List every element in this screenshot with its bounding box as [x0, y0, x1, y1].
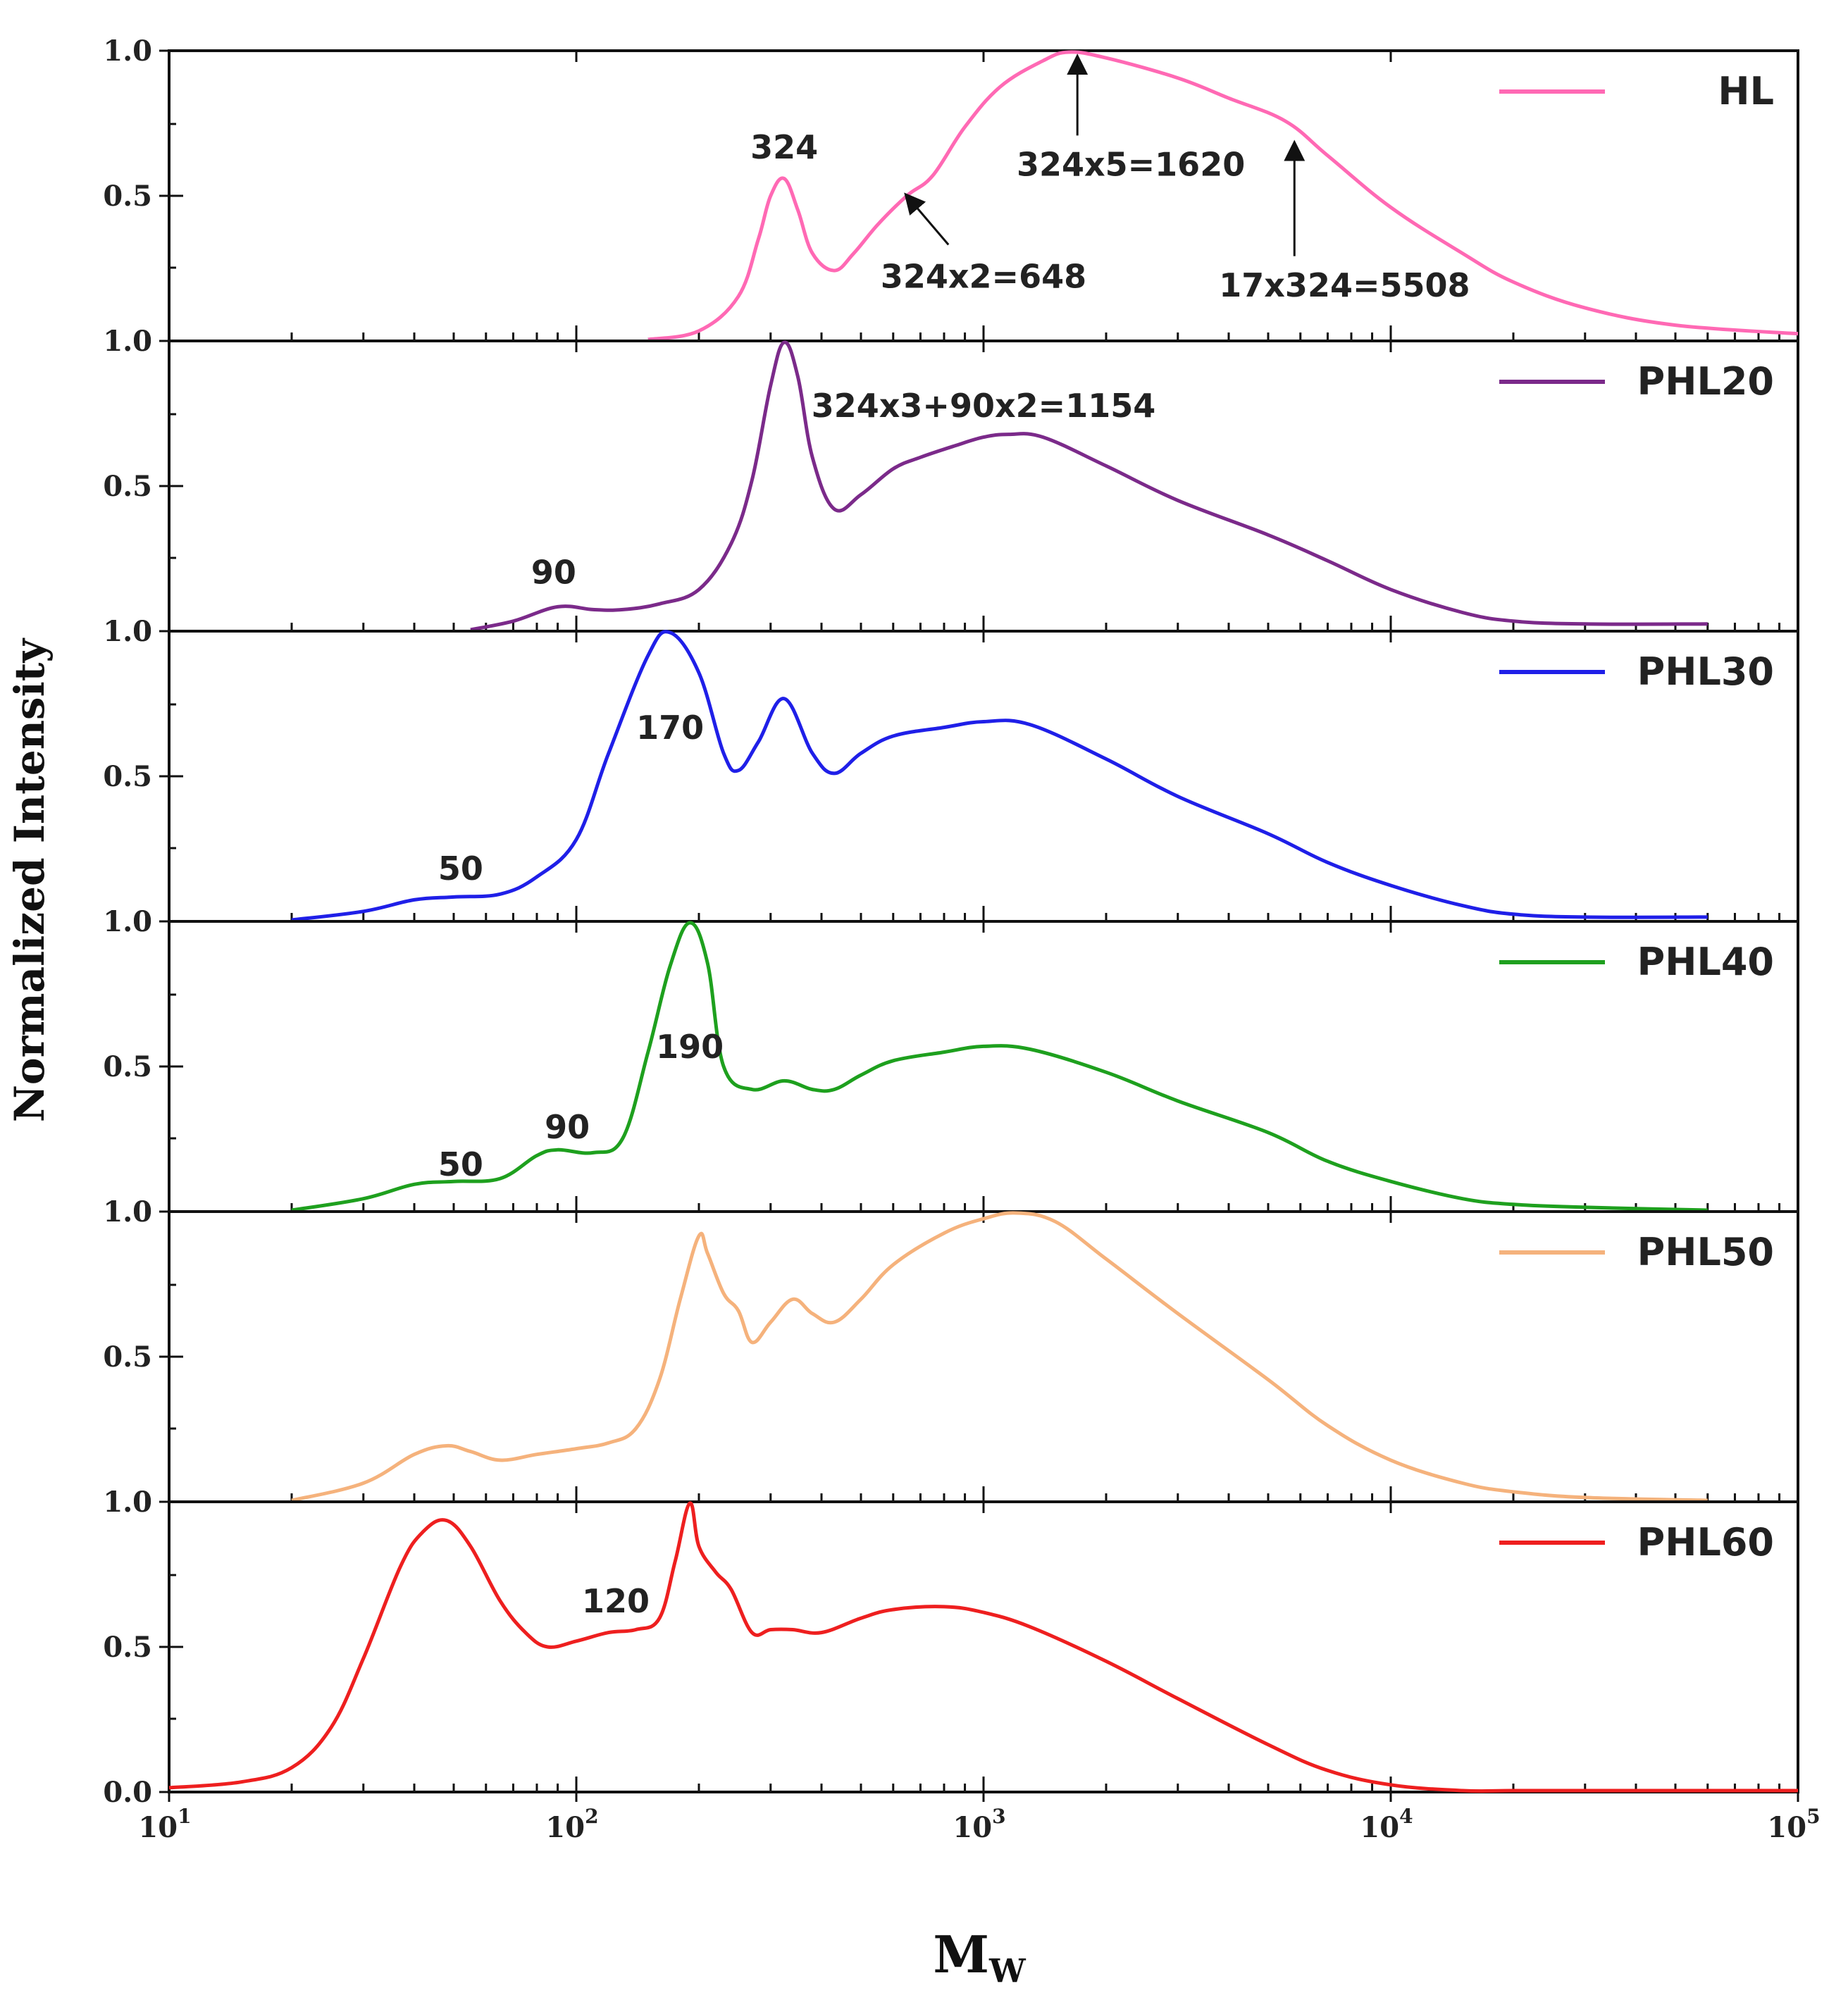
- panel-frame: [168, 1210, 1799, 1503]
- panel-phl60: 1.0 0.5 0.0 PHL60 120: [103, 1486, 1799, 1809]
- annotation-label: 17x324=5508: [1219, 266, 1470, 304]
- series-line-phl60: [168, 1501, 1798, 1793]
- annotation-label: 50: [438, 850, 483, 888]
- annotation-label: 170: [636, 709, 704, 747]
- legend-label-hl: HL: [1718, 69, 1774, 113]
- y-tick-label: 0.0: [103, 1776, 152, 1809]
- y-tick-label: 1.0: [103, 35, 152, 68]
- panel-stack: 1.0 0.5 1.0 HL 324 324x2=648 324x5=1620 17x324=…: [103, 35, 1799, 1809]
- y-tick-label: 1.0: [103, 325, 152, 358]
- y-tick-label: 1.0: [103, 1486, 152, 1519]
- annotation-label: 50: [438, 1145, 483, 1183]
- x-axis-title: MW: [933, 1924, 1027, 1990]
- series-line-phl40: [291, 921, 1708, 1212]
- annotation-arrow: [904, 192, 950, 246]
- series-line-phl30: [291, 630, 1708, 922]
- y-tick-label: 0.5: [103, 760, 152, 793]
- annotation-label: 90: [531, 554, 576, 592]
- y-tick-label: 0.5: [103, 180, 152, 213]
- x-tick-label: 105: [1767, 1805, 1820, 1844]
- y-tick-label: 1.0: [103, 615, 152, 648]
- panel-frame: [168, 340, 1799, 633]
- annotation-label: 324x3+90x2=1154: [812, 387, 1156, 425]
- y-axis-title: Normalized Intensity: [6, 637, 54, 1123]
- annotation-label: 90: [545, 1108, 590, 1146]
- x-tick-label: 102: [545, 1805, 598, 1844]
- panel-phl40: 1.0 0.5 1.0 PHL40 50 90 190: [103, 905, 1799, 1228]
- y-tick-label: 0.5: [103, 1050, 152, 1083]
- annotation-label: 324x2=648: [881, 258, 1086, 296]
- y-tick-label: 1.0: [103, 325, 152, 358]
- legend-label-phl20: PHL20: [1637, 359, 1774, 404]
- series-line-phl50: [291, 1211, 1708, 1503]
- x-tick-label: 101: [138, 1805, 191, 1844]
- panel-frame: [168, 630, 1799, 923]
- x-tick-label: 104: [1360, 1805, 1413, 1844]
- legend-label-phl40: PHL40: [1637, 940, 1774, 984]
- x-axis-title-sub: W: [988, 1952, 1027, 1990]
- annotation-label: 324x5=1620: [1017, 145, 1245, 183]
- panel-frame: [168, 920, 1799, 1213]
- legend-label-phl60: PHL60: [1637, 1520, 1774, 1564]
- y-tick-label: 0.5: [103, 470, 152, 503]
- y-tick-label: 0.5: [103, 1631, 152, 1664]
- y-tick-label: 1.0: [103, 615, 152, 648]
- annotation-label: 190: [656, 1028, 724, 1066]
- legend-label-phl50: PHL50: [1637, 1230, 1774, 1274]
- series-line-hl: [647, 50, 1799, 342]
- annotation-label: 324: [750, 128, 818, 166]
- x-axis: 101 102 103 104 105: [138, 1792, 1821, 1844]
- y-tick-label: 1.0: [103, 905, 152, 938]
- y-tick-label: 1.0: [103, 905, 152, 938]
- x-tick-label: 103: [953, 1805, 1005, 1844]
- legend-label-phl30: PHL30: [1637, 649, 1774, 694]
- panel-phl20: 1.0 0.5 1.0 PHL20 90 324x3+90x2=1154: [103, 325, 1799, 648]
- panel-phl30: 1.0 0.5 1.0 PHL30 50 170: [103, 615, 1799, 938]
- x-axis-title-main: M: [933, 1924, 989, 1984]
- y-tick-label: 1.0: [103, 1195, 152, 1228]
- panel-phl50: 1.0 0.5 1.0 PHL50: [103, 1195, 1799, 1519]
- y-tick-label: 1.0: [103, 1486, 152, 1519]
- y-tick-label: 0.5: [103, 1340, 152, 1374]
- panel-hl: 1.0 0.5 1.0 HL 324 324x2=648 324x5=1620 17x324=…: [103, 35, 1799, 358]
- series-line-phl20: [470, 340, 1708, 632]
- y-tick-label: 1.0: [103, 1195, 152, 1228]
- annotation-label: 120: [582, 1582, 650, 1620]
